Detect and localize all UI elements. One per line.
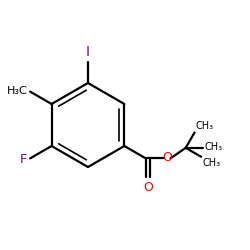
Text: O: O <box>162 151 172 164</box>
Text: I: I <box>86 45 90 59</box>
Text: F: F <box>20 152 27 166</box>
Text: CH₃: CH₃ <box>202 158 220 168</box>
Text: O: O <box>143 180 153 194</box>
Text: H₃C: H₃C <box>6 86 27 96</box>
Text: CH₃: CH₃ <box>205 142 223 152</box>
Text: CH₃: CH₃ <box>196 121 214 131</box>
